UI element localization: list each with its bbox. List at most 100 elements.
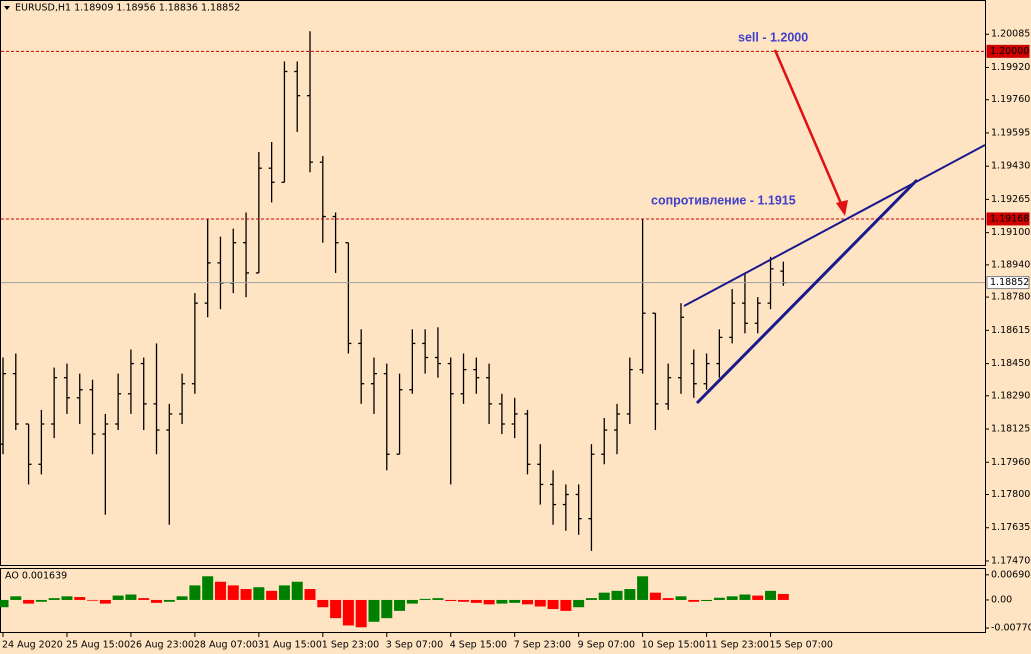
ao-bar <box>445 599 457 602</box>
arrow <box>773 49 845 209</box>
x-tick-label: 26 Aug 23:00 <box>130 640 194 651</box>
ao-bar <box>585 598 597 600</box>
ao-bar <box>509 599 521 603</box>
price-frame <box>0 0 986 566</box>
ao-bar <box>189 585 201 600</box>
ao-bar <box>176 596 188 600</box>
level-label: 1.18852 <box>990 277 1029 288</box>
ao-bar <box>777 593 789 600</box>
x-tick-label: 25 Aug 15:00 <box>66 640 130 651</box>
level-label-box <box>986 212 1030 226</box>
trend-line <box>695 178 919 405</box>
y-tick-label: 1.18450 <box>991 358 1030 369</box>
ao-bar <box>304 589 316 600</box>
x-tick-label: 4 Sep 15:00 <box>450 640 507 651</box>
annotation: сопротивление - 1.1915 <box>651 193 796 207</box>
y-tick-label: 1.19920 <box>991 62 1030 73</box>
menu-arrow <box>4 6 10 10</box>
ao-bar <box>317 599 329 608</box>
y-tick-label: -0.007709 <box>991 623 1031 634</box>
level-label-box <box>986 44 1030 58</box>
x-tick-label: 11 Sep 23:00 <box>706 640 769 651</box>
ao-bar <box>48 598 60 600</box>
ao-title: AO 0.001639 <box>5 571 67 582</box>
ao-bar <box>125 594 137 600</box>
x-tick-label: 9 Sep 07:00 <box>578 640 635 651</box>
ao-bar <box>214 581 226 600</box>
ao-bar <box>637 576 649 600</box>
ao-bar <box>765 590 777 600</box>
ao-bar <box>521 599 533 605</box>
y-tick-label: 0.00 <box>991 594 1012 605</box>
ao-bar <box>23 599 35 604</box>
x-tick-label: 24 Aug 2020 <box>2 640 63 651</box>
y-tick-label: 1.17960 <box>991 457 1030 468</box>
ao-bar <box>35 599 47 602</box>
ao-bar <box>61 596 73 600</box>
ao-bar <box>381 599 393 619</box>
level-label: 1.20000 <box>990 46 1029 57</box>
ao-bar <box>458 599 470 602</box>
ao-bar <box>675 596 687 600</box>
y-tick-label: 1.18780 <box>991 292 1030 303</box>
chart-title: EURUSD,H1 1.18909 1.18956 1.18836 1.1885… <box>15 3 240 14</box>
ao-bar <box>611 590 623 600</box>
ao-bar <box>87 599 99 601</box>
ao-bar <box>662 598 674 600</box>
y-tick-label: 1.19100 <box>991 227 1030 238</box>
ao-bar <box>112 595 124 600</box>
ao-bar <box>291 581 303 600</box>
ao-bar <box>163 599 175 602</box>
ao-bar <box>624 589 636 600</box>
y-tick-label: 0.006904 <box>991 569 1031 580</box>
y-tick-label: 1.18615 <box>991 325 1030 336</box>
ao-bar <box>138 598 150 600</box>
y-tick-label: 1.19430 <box>991 161 1030 172</box>
ao-bar <box>202 576 214 600</box>
ao-bar <box>151 599 163 603</box>
level-label: 1.19168 <box>990 213 1029 224</box>
level-label-box <box>986 276 1030 290</box>
y-tick-label: 1.18290 <box>991 390 1030 401</box>
annotation: sell - 1.2000 <box>738 30 808 44</box>
ao-bar <box>726 596 738 600</box>
ao-bar <box>739 594 751 600</box>
ao-bar <box>560 599 572 611</box>
y-tick-label: 1.18940 <box>991 259 1030 270</box>
x-tick-label: 31 Aug 15:00 <box>258 640 322 651</box>
y-tick-label: 1.17635 <box>991 522 1030 533</box>
ao-bar <box>266 590 278 600</box>
ao-bar <box>10 596 22 600</box>
ao-bar <box>701 599 713 602</box>
y-tick-label: 1.19760 <box>991 94 1030 105</box>
ao-bar <box>534 599 546 607</box>
x-tick-label: 1 Sep 23:00 <box>322 640 379 651</box>
y-tick-label: 1.18125 <box>991 424 1030 435</box>
ao-bar <box>253 587 265 600</box>
arrow-head <box>836 200 848 216</box>
ao-bar <box>99 599 111 604</box>
y-tick-label: 1.17470 <box>991 555 1030 566</box>
ao-bar <box>342 599 354 626</box>
ao-bar <box>74 597 86 600</box>
ao-bar <box>432 598 444 600</box>
ao-bar <box>330 599 342 619</box>
marks: 1.20085 1.19920 1.19760 1.19595 1.19430 1.192… <box>0 29 1031 651</box>
y-tick-label: 1.19265 <box>991 194 1030 205</box>
ao-bar <box>483 599 495 605</box>
x-tick-label: 3 Sep 07:00 <box>386 640 443 651</box>
y-tick-label: 1.17800 <box>991 489 1030 500</box>
ao-bar <box>394 599 406 611</box>
ao-bar <box>278 585 290 600</box>
ao-bar <box>649 592 661 600</box>
ao-bar <box>470 599 482 603</box>
ao-bar <box>752 595 764 600</box>
ao-bar <box>496 599 508 604</box>
trend-line <box>683 144 986 307</box>
ao-bar <box>355 599 367 628</box>
x-tick-label: 15 Sep 07:00 <box>770 640 833 651</box>
y-tick-label: 1.20085 <box>991 29 1030 40</box>
